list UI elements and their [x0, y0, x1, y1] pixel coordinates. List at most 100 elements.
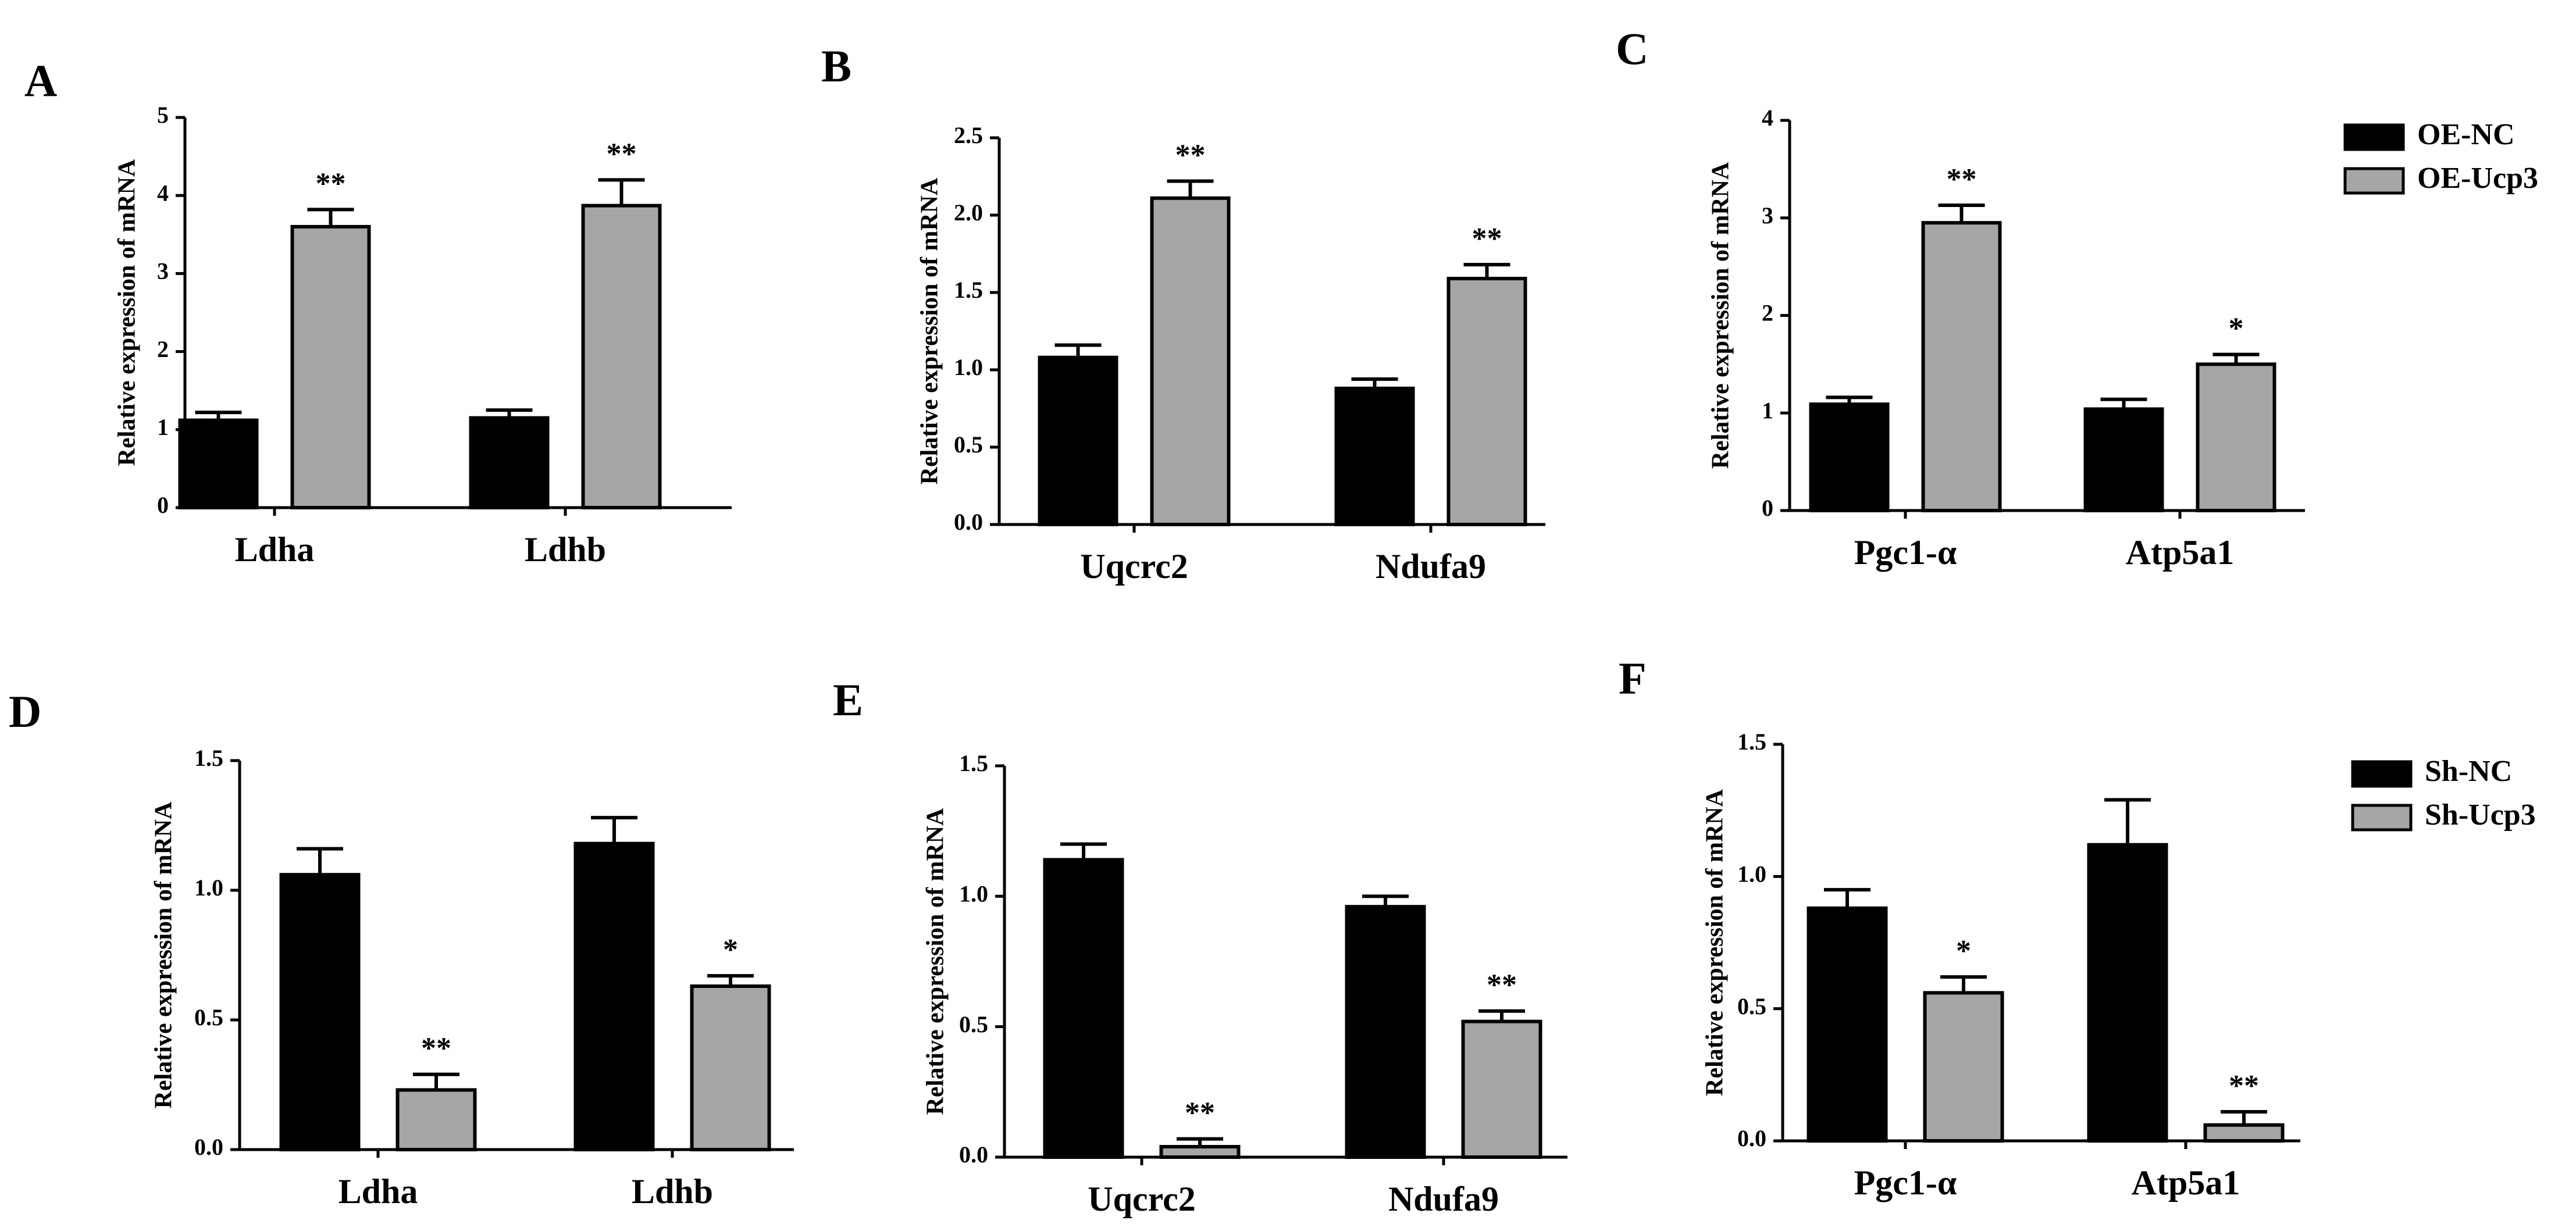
chart-panel-d: D Relative expression of mRNA 0.0 0.5 1.0 1.5…: [9, 686, 794, 1211]
x-category-label: Ldhb: [632, 1172, 713, 1211]
significance-label: **: [1947, 163, 1977, 196]
legend-swatch: [2351, 804, 2413, 832]
bar-control: [2083, 407, 2164, 512]
legend-swatch: [2343, 123, 2405, 151]
x-category-label: Ldhb: [525, 530, 606, 569]
panel-letter: B: [821, 41, 851, 91]
significance-label: **: [1472, 222, 1502, 255]
x-category-label: Pgc1-α: [1854, 533, 1957, 572]
x-category-label: Ndufa9: [1388, 1180, 1499, 1218]
chart-panel-a: A Relative expression of mRNA 0 1 2 3 4 5 Ldha **…: [24, 55, 732, 569]
y-tick-label: 1: [157, 414, 169, 440]
y-tick-label: 1.5: [959, 750, 988, 776]
significance-label: *: [1956, 934, 1971, 968]
y-tick-label: 2: [1762, 300, 1773, 326]
x-category-label: Ldha: [235, 530, 315, 569]
legend-sh: Sh-NC Sh-Ucp3: [2351, 755, 2536, 832]
y-tick-label: 1.5: [954, 277, 983, 303]
y-axis-title: Relative expression of mRNA: [1708, 162, 1734, 469]
chart-panel-e: E Relative expression of mRNA 0.0 0.5 1.0 1.5…: [833, 675, 1567, 1218]
y-tick-label: 3: [157, 258, 169, 284]
legend-label: OE-NC: [2417, 118, 2515, 151]
bar-treatment: [290, 224, 371, 509]
bar-treatment: [690, 984, 771, 1152]
y-tick-label: 5: [157, 102, 169, 128]
bar-control: [1809, 402, 1890, 513]
x-category-label: Uqcrc2: [1088, 1180, 1196, 1218]
x-category-label: Pgc1-α: [1854, 1164, 1957, 1202]
y-tick-label: 0: [157, 492, 169, 518]
chart-panel-f: F Relative expression of mRNA 0.0 0.5 1.0 1.5…: [1619, 653, 2300, 1202]
bar-treatment: [1150, 196, 1231, 526]
y-axis-title: Relative expression of mRNA: [114, 159, 141, 466]
bar-treatment: [2203, 1123, 2285, 1143]
bar-treatment: [1923, 991, 2004, 1143]
y-axis-title: Relative expression of mRNA: [1702, 789, 1729, 1096]
bar-control: [1807, 906, 1888, 1143]
significance-label: **: [316, 167, 346, 200]
y-tick-label: 1.5: [1737, 729, 1766, 755]
bar-control: [279, 873, 361, 1151]
panel-letter: D: [9, 686, 41, 737]
bar-control: [1345, 905, 1426, 1159]
y-axis-title: Relative expression of mRNA: [151, 801, 177, 1108]
bar-treatment: [581, 204, 662, 509]
y-tick-label: 0: [1762, 495, 1773, 521]
significance-label: **: [2229, 1069, 2259, 1102]
bar-treatment: [1461, 1019, 1542, 1159]
bar-control: [1038, 355, 1118, 526]
y-tick-label: 0.0: [194, 1134, 223, 1160]
bar-control: [178, 418, 259, 509]
x-category-label: Atp5a1: [2132, 1164, 2240, 1202]
y-tick-label: 1.5: [194, 745, 223, 771]
legend-label: OE-Ucp3: [2417, 162, 2538, 195]
bar-treatment: [396, 1088, 477, 1152]
significance-label: **: [421, 1032, 451, 1065]
y-tick-label: 1.0: [1737, 861, 1766, 887]
bar-control: [1334, 386, 1415, 526]
bar-treatment: [2196, 362, 2276, 512]
legend-swatch: [2351, 760, 2413, 788]
significance-label: *: [723, 933, 738, 966]
y-tick-label: 0.5: [194, 1004, 223, 1030]
legend-oe: OE-NC OE-Ucp3: [2343, 118, 2538, 195]
y-tick-label: 1.0: [954, 354, 983, 380]
significance-label: **: [1487, 969, 1517, 1002]
y-tick-label: 2: [157, 336, 169, 362]
panel-letter: F: [1619, 653, 1647, 704]
y-tick-label: 0.0: [954, 509, 983, 535]
y-tick-label: 2.5: [954, 122, 983, 148]
bar-treatment: [1159, 1145, 1241, 1159]
y-tick-label: 4: [157, 180, 169, 206]
panel-letter: C: [1616, 23, 1648, 74]
y-tick-label: 0.5: [959, 1011, 988, 1037]
legend-swatch: [2343, 167, 2405, 195]
bar-treatment: [1446, 277, 1527, 526]
y-tick-label: 3: [1762, 202, 1773, 229]
y-axis-title: Relative expression of mRNA: [922, 808, 949, 1115]
bar-treatment: [1921, 221, 2002, 512]
bar-control: [469, 416, 550, 509]
x-category-label: Uqcrc2: [1080, 547, 1188, 586]
y-tick-label: 4: [1762, 105, 1773, 131]
significance-label: **: [607, 137, 637, 170]
bar-control: [573, 841, 655, 1151]
significance-label: *: [2229, 312, 2244, 345]
panel-letter: E: [833, 675, 863, 725]
y-tick-label: 0.5: [1737, 993, 1766, 1019]
x-category-label: Atp5a1: [2126, 533, 2235, 572]
x-category-label: Ldha: [339, 1172, 418, 1211]
chart-panel-b: B Relative expression of mRNA 0.0 0.5 1.0 1.5…: [821, 41, 1545, 586]
significance-label: **: [1185, 1097, 1215, 1130]
y-tick-label: 1.0: [959, 881, 988, 907]
x-category-label: Ndufa9: [1376, 547, 1486, 586]
legend-label: Sh-Ucp3: [2425, 798, 2536, 832]
chart-panel-c: C Relative expression of mRNA 0 1 2 3 4 Pgc1-α *…: [1616, 23, 2305, 572]
panel-letter: A: [24, 55, 57, 106]
y-tick-label: 0.5: [954, 431, 983, 458]
y-tick-label: 0.0: [1737, 1125, 1766, 1151]
legend-label: Sh-NC: [2425, 755, 2512, 788]
bar-control: [1043, 858, 1124, 1159]
